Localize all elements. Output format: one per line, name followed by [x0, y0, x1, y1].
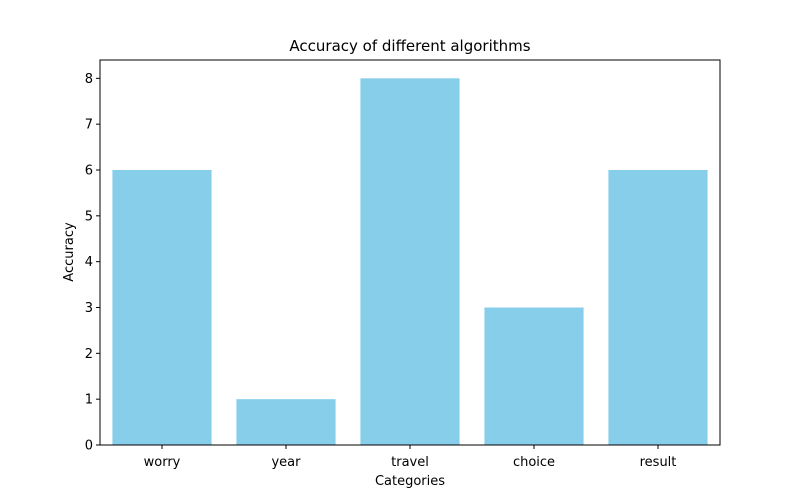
y-axis-ticks: 0 1 2 3 4 5 6 7 8 [85, 72, 100, 454]
bar-choice [484, 307, 584, 445]
y-tick-label: 0 [85, 439, 93, 454]
x-tick-label-result: result [640, 455, 677, 470]
y-tick-label: 2 [85, 347, 93, 362]
x-tick-label-choice: choice [513, 455, 555, 470]
bar-year [236, 399, 336, 445]
bar-result [608, 170, 708, 445]
bars-group [112, 78, 708, 445]
chart-title: Accuracy of different algorithms [289, 37, 530, 55]
y-tick-label: 3 [85, 301, 93, 316]
y-axis-label: Accuracy [62, 222, 77, 282]
plot-frame [99, 59, 721, 446]
bar-travel [360, 78, 460, 445]
y-tick-label: 6 [85, 164, 93, 179]
x-axis-ticks: worry year travel choice result [144, 445, 677, 470]
y-tick-label: 8 [85, 72, 93, 87]
y-tick-label: 1 [85, 393, 93, 408]
x-tick-label-travel: travel [391, 455, 429, 470]
x-tick-label-worry: worry [144, 455, 181, 470]
x-axis-label: Categories [375, 474, 445, 489]
y-tick-label: 4 [85, 255, 93, 270]
y-tick-label: 5 [85, 209, 93, 224]
y-tick-label: 7 [85, 118, 93, 133]
bar-worry [112, 170, 212, 445]
x-tick-label-year: year [271, 455, 301, 470]
